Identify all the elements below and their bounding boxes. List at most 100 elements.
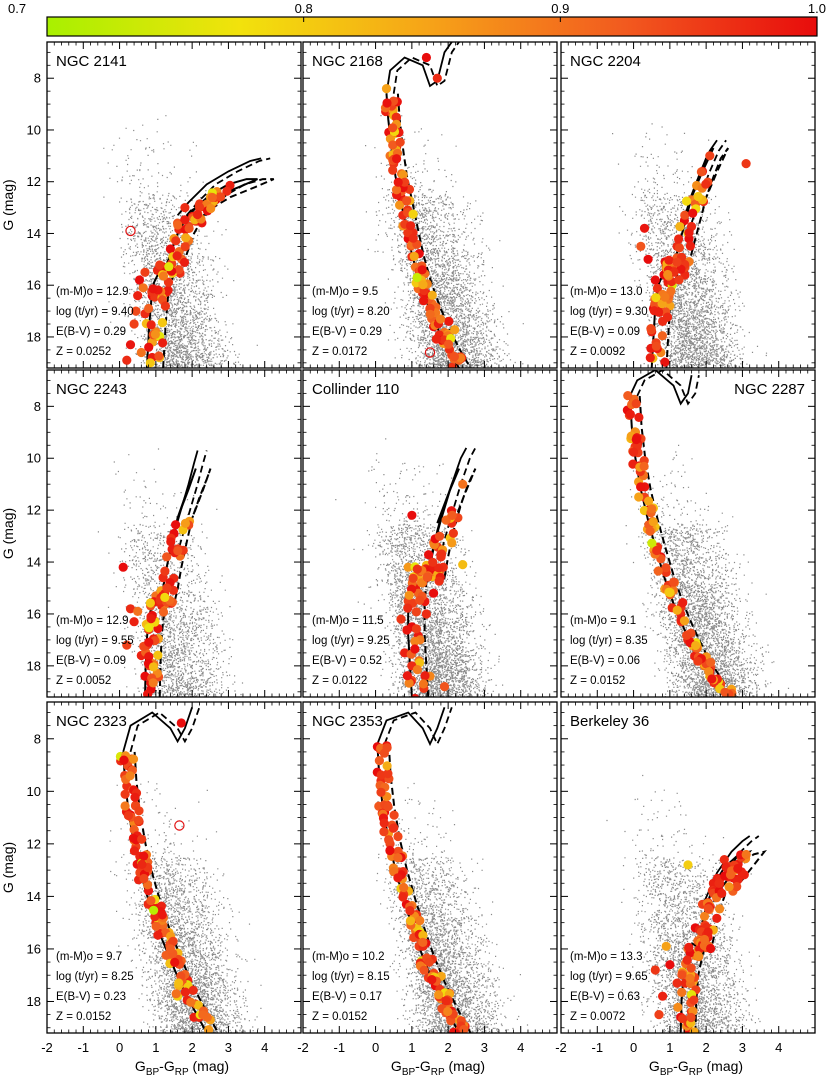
member-star [663, 269, 673, 280]
member-star [180, 987, 190, 997]
member-star [684, 942, 694, 953]
param-reddening: E(B-V) = 0.06 [570, 655, 640, 667]
member-star [166, 537, 176, 547]
member-star [733, 863, 743, 874]
member-star [133, 291, 143, 301]
member-star [180, 215, 190, 225]
member-star [680, 210, 690, 220]
param-distance-modulus: (m-M)o = 13.3 [570, 951, 643, 963]
member-star [650, 275, 660, 285]
member-star [645, 526, 655, 536]
member-star [636, 241, 646, 251]
member-star [628, 459, 638, 469]
member-star [153, 930, 163, 940]
member-star [123, 811, 133, 821]
member-star [392, 154, 402, 164]
isochrone-binary-line [162, 178, 275, 368]
member-star [410, 644, 420, 654]
member-star [422, 572, 432, 582]
member-star [434, 576, 444, 586]
member-star [129, 617, 139, 627]
colorbar-tick-label: 0.7 [8, 1, 26, 16]
member-star [408, 233, 418, 243]
panel-frame [560, 41, 816, 369]
member-star [137, 859, 147, 870]
member-star [148, 284, 158, 294]
member-star [412, 665, 422, 675]
member-star [674, 243, 685, 253]
member-star [144, 342, 154, 352]
member-star [171, 236, 181, 246]
member-star [404, 590, 414, 600]
param-reddening: E(B-V) = 0.17 [312, 991, 382, 1003]
member-star [155, 260, 165, 270]
member-star [119, 755, 129, 765]
member-star [150, 329, 160, 339]
panel-berkeley-36: Berkeley 36 (m-M)o = 13.3 log (t/yr) = 9.6… [560, 701, 816, 1034]
x-tick-label: -2 [555, 1040, 567, 1055]
x-tick-label: -2 [41, 1040, 53, 1055]
member-star [181, 233, 191, 243]
member-star [414, 658, 425, 668]
member-star [419, 965, 429, 975]
member-star [631, 399, 641, 409]
isochrone-binary-line [158, 468, 212, 697]
param-distance-modulus: (m-M)o = 10.2 [312, 951, 385, 963]
isochrone-hook-dashed [383, 707, 453, 747]
panel-ngc-2204: NGC 2204 (m-M)o = 13.0 log (t/yr) = 9.30 E(… [560, 41, 816, 369]
member-star [163, 285, 173, 295]
member-star [148, 678, 158, 688]
member-star [149, 905, 159, 915]
member-star [458, 479, 468, 489]
member-star [651, 293, 661, 303]
member-star [741, 159, 751, 169]
member-star [444, 316, 454, 326]
member-star [122, 640, 132, 650]
member-star [384, 836, 394, 846]
member-star [693, 656, 703, 666]
member-star [652, 283, 663, 293]
param-age: log (t/yr) = 8.25 [56, 971, 134, 983]
y-axis-title: G (mag) [0, 179, 16, 230]
member-star [122, 355, 132, 365]
member-star [162, 552, 172, 562]
x-tick-label: 1 [152, 1040, 159, 1055]
member-star [669, 577, 679, 587]
member-star [643, 254, 653, 264]
member-star [685, 973, 695, 983]
member-star [393, 853, 403, 863]
panel-grid: NGC 2141 (m-M)o = 12.9 log (t/yr) = 9.40 E(… [46, 41, 816, 1034]
param-reddening: E(B-V) = 0.52 [312, 655, 382, 667]
panel-frame [302, 369, 558, 698]
member-star [689, 1027, 699, 1033]
member-star [418, 937, 428, 948]
param-age: log (t/yr) = 8.15 [312, 971, 390, 983]
y-tick-label: 8 [34, 71, 41, 86]
member-star [673, 1002, 683, 1013]
member-star [379, 827, 389, 837]
x-tick-label: 1 [666, 1040, 673, 1055]
member-star [172, 251, 182, 261]
member-star [693, 951, 703, 961]
member-star [180, 518, 190, 529]
member-star [688, 208, 698, 218]
panel-title: NGC 2168 [312, 53, 383, 70]
member-star [661, 941, 671, 951]
member-star [395, 200, 405, 210]
panel-title: Collinder 110 [312, 381, 399, 398]
param-metallicity: Z = 0.0152 [56, 1011, 111, 1023]
member-star [424, 550, 434, 560]
member-star [379, 748, 389, 758]
member-star [415, 916, 425, 926]
member-star [388, 123, 398, 133]
field-stars [103, 115, 258, 368]
member-star [140, 267, 150, 277]
param-age: log (t/yr) = 9.55 [56, 635, 134, 647]
member-star [139, 873, 149, 884]
member-star [421, 609, 431, 619]
isochrone-hook [385, 42, 453, 94]
member-star [634, 412, 644, 422]
x-tick-label: 0 [116, 1040, 123, 1055]
colorbar-tick-label: 1.0 [808, 1, 826, 16]
